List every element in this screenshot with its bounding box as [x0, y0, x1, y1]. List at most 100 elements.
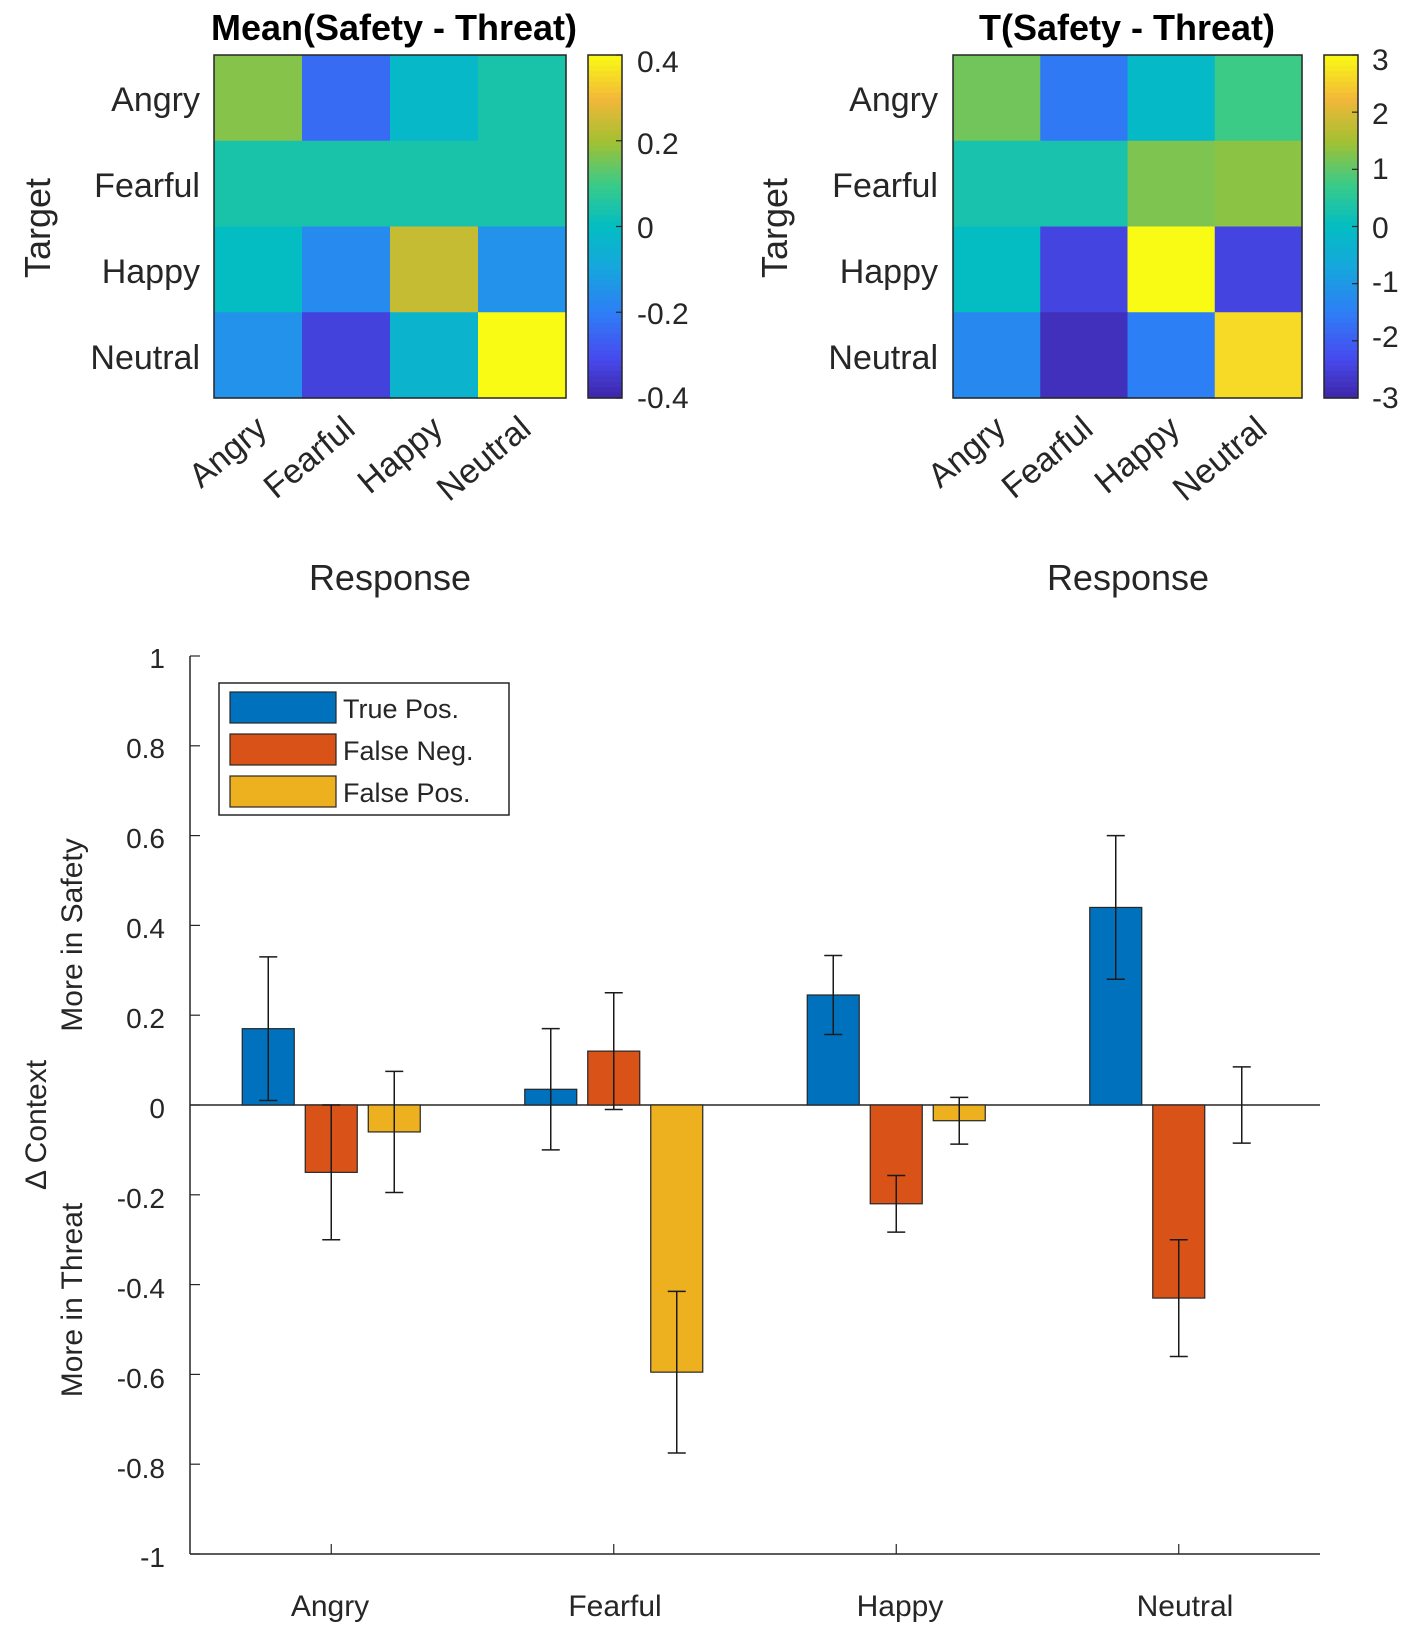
colorbar-tick: 0: [637, 212, 654, 245]
colorbar-tick: 0.2: [637, 128, 679, 161]
heatmap-cell: [390, 226, 479, 313]
colorbar-segment: [1324, 381, 1358, 388]
colorbar-tick: 0.4: [637, 46, 679, 79]
colorbar-segment: [1324, 130, 1358, 136]
colorbar-segment: [1324, 360, 1358, 367]
heatmap-t-colorbar-ticks: 3 2 1 0 -1 -2 -3: [1372, 44, 1399, 415]
colorbar-segment: [588, 81, 622, 88]
colorbar-segment: [588, 306, 622, 313]
heatmap-cell: [953, 55, 1041, 142]
colorbar-segment: [1324, 301, 1358, 308]
colorbar-segment: [1324, 124, 1358, 131]
heatmap-mean-colorbar: [587, 54, 623, 399]
colorbar-segment: [1324, 253, 1358, 260]
colorbar-tick: 0: [1372, 212, 1389, 245]
colorbar-segment: [588, 269, 622, 276]
heatmap-cell: [1127, 226, 1216, 313]
colorbar-segment: [1324, 247, 1358, 254]
heatmap-t-cells: [953, 55, 1303, 399]
bar-chart: 1 0.8 0.6 0.4 0.2 0 -0.2 -0.4 -0.6 -0.8 …: [20, 643, 1320, 1623]
colorbar-segment: [588, 371, 622, 378]
colorbar-tick: -0.2: [637, 298, 689, 331]
colorbar-segment: [588, 290, 622, 297]
heatmap-cell: [390, 55, 479, 142]
colorbar-segment: [1324, 339, 1358, 346]
heatmap-cell: [953, 312, 1041, 399]
colorbar-tick: -3: [1372, 382, 1399, 415]
colorbar-segment: [1324, 60, 1358, 67]
colorbar-segment: [1324, 317, 1358, 324]
bar-ytick-label: -0.8: [117, 1453, 165, 1484]
heatmap-mean-cells: [214, 55, 567, 399]
colorbar-segment: [588, 92, 622, 99]
colorbar-segment: [1324, 237, 1358, 244]
colorbar-segment: [1324, 231, 1358, 238]
heatmap-cell: [302, 140, 391, 228]
colorbar-segment: [1324, 119, 1358, 126]
bar-xtick-label: Happy: [857, 1590, 944, 1623]
bar-ytick-label: -0.2: [117, 1183, 165, 1214]
colorbar-segment: [1324, 215, 1358, 222]
colorbar-segment: [588, 199, 622, 206]
colorbar-segment: [588, 76, 622, 83]
colorbar-segment: [588, 322, 622, 329]
colorbar-segment: [588, 312, 622, 319]
colorbar-segment: [1324, 108, 1358, 115]
heatmap-mean-x-ticks: Angry Fearful Happy Neutral: [182, 409, 538, 509]
bar-xtick-label: Neutral: [1137, 1590, 1234, 1623]
heatmap-cell: [214, 312, 303, 399]
heatmap-t-ytick: Neutral: [828, 339, 938, 377]
colorbar-segment: [588, 108, 622, 115]
colorbar-segment: [588, 215, 622, 222]
heatmap-cell: [1127, 55, 1216, 142]
colorbar-segment: [588, 103, 622, 110]
bar-ytick-label: -1: [140, 1542, 165, 1573]
colorbar-segment: [1324, 258, 1358, 265]
colorbar-segment: [588, 365, 622, 372]
colorbar-segment: [1324, 285, 1358, 292]
bar-xtick-label: Fearful: [568, 1590, 661, 1623]
heatmap-t-ylabel: Target: [754, 178, 795, 278]
colorbar-segment: [588, 264, 622, 270]
colorbar-segment: [1324, 221, 1358, 228]
bar-y-tick-labels: 1 0.8 0.6 0.4 0.2 0 -0.2 -0.4 -0.6 -0.8 …: [117, 643, 165, 1573]
colorbar-segment: [1324, 194, 1358, 201]
heatmap-cell: [214, 226, 303, 313]
heatmap-mean-ylabel: Target: [17, 178, 58, 278]
colorbar-segment: [1324, 92, 1358, 99]
heatmap-mean-title: Mean(Safety - Threat): [211, 7, 577, 48]
colorbar-segment: [588, 172, 622, 179]
colorbar-segment: [1324, 322, 1358, 329]
colorbar-segment: [1324, 97, 1358, 104]
colorbar-segment: [588, 124, 622, 131]
colorbar-segment: [588, 151, 622, 158]
colorbar-segment: [1324, 71, 1358, 78]
colorbar-segment: [1324, 65, 1358, 72]
colorbar-segment: [1324, 140, 1358, 147]
colorbar-segment: [1324, 113, 1358, 120]
colorbar-segment: [588, 87, 622, 94]
colorbar-segment: [588, 146, 622, 153]
colorbar-segment: [1324, 167, 1358, 174]
heatmap-cell: [953, 226, 1041, 313]
legend-swatch-false-pos: [229, 775, 337, 808]
colorbar-segment: [588, 167, 622, 174]
heatmap-cell: [478, 55, 567, 142]
legend-label: False Neg.: [343, 736, 474, 766]
colorbar-segment: [588, 65, 622, 72]
colorbar-segment: [1324, 392, 1358, 399]
heatmap-mean-colorbar-ticks: 0.4 0.2 0 -0.2 -0.4: [637, 46, 689, 415]
colorbar-segment: [1324, 162, 1358, 169]
colorbar-segment: [1324, 151, 1358, 158]
bar-ylabel-main: Δ Context: [20, 1059, 53, 1190]
heatmap-t: T(Safety - Threat) Angry Fearful Happy N…: [754, 7, 1399, 598]
colorbar-segment: [588, 344, 622, 351]
colorbar-segment: [1324, 296, 1358, 303]
colorbar-tick: 3: [1372, 44, 1389, 77]
colorbar-segment: [1324, 306, 1358, 313]
colorbar-segment: [588, 183, 622, 190]
colorbar-segment: [1324, 210, 1358, 217]
heatmap-mean-ytick: Angry: [111, 81, 200, 119]
colorbar-segment: [588, 162, 622, 169]
